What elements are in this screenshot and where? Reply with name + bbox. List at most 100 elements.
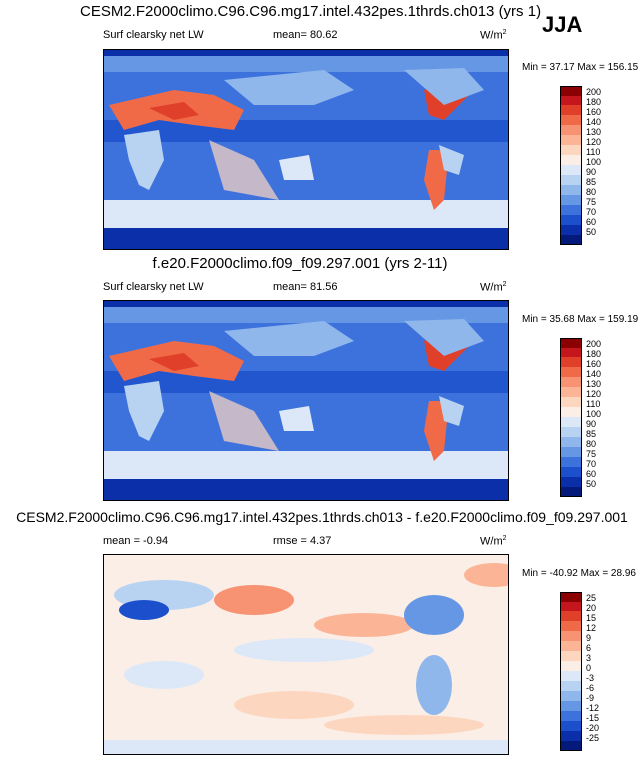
cbar1-swatch	[561, 155, 581, 165]
cbar1-swatch	[561, 115, 581, 125]
cbar3-swatch	[561, 701, 581, 711]
cbar1-label: 100	[586, 157, 602, 167]
panel1-map	[103, 49, 509, 250]
cbar2-swatch	[561, 467, 581, 477]
cbar3-label: -15	[586, 713, 600, 723]
cbar1-label: 200	[586, 87, 602, 97]
cbar3-label: 0	[586, 663, 592, 673]
panel3-mean: mean = -0.94	[103, 535, 169, 547]
cbar3-swatch	[561, 731, 581, 741]
cbar2-swatch	[561, 487, 581, 496]
cbar2-swatch	[561, 427, 581, 437]
panel1-map-field	[104, 50, 508, 249]
cbar1-swatch	[561, 145, 581, 155]
cbar1-label: 180	[586, 97, 602, 107]
cbar3-label: -9	[586, 693, 595, 703]
cbar2-label: 160	[586, 359, 602, 369]
cbar2-label: 90	[586, 419, 597, 429]
panel1-colorbar	[560, 86, 582, 245]
cbar1-swatch	[561, 235, 581, 244]
panel2-title: f.e20.F2000climo.f09_f09.297.001 (yrs 2-…	[152, 255, 448, 272]
cbar3-label: 15	[586, 613, 597, 623]
cbar2-label: 100	[586, 409, 602, 419]
cbar2-label: 50	[586, 479, 597, 489]
cbar3-swatch	[561, 681, 581, 691]
cbar2-label: 80	[586, 439, 597, 449]
cbar3-swatch	[561, 602, 581, 611]
cbar2-swatch	[561, 357, 581, 367]
cbar3-swatch	[561, 611, 581, 621]
panel1-units: W/m2	[480, 29, 507, 42]
cbar2-swatch	[561, 477, 581, 487]
cbar1-label: 110	[586, 147, 601, 157]
panel3-units: W/m2	[480, 535, 507, 548]
cbar2-label: 60	[586, 469, 597, 479]
cbar3-label: 9	[586, 633, 592, 643]
cbar2-label: 85	[586, 429, 597, 439]
panel2-map-field	[104, 301, 508, 500]
cbar1-swatch	[561, 96, 581, 105]
cbar2-swatch	[561, 348, 581, 357]
cbar3-swatch	[561, 631, 581, 641]
cbar2-swatch	[561, 339, 581, 348]
cbar3-label: -20	[586, 723, 600, 733]
cbar1-label: 60	[586, 217, 597, 227]
panel2-units: W/m2	[480, 281, 507, 294]
cbar3-swatch	[561, 721, 581, 731]
cbar1-swatch	[561, 125, 581, 135]
cbar3-swatch	[561, 691, 581, 701]
panel1-variable: Surf clearsky net LW	[103, 29, 204, 41]
cbar2-swatch	[561, 387, 581, 397]
panel2-variable: Surf clearsky net LW	[103, 281, 204, 293]
panel2-mean: mean= 81.56	[273, 281, 338, 293]
cbar2-label: 140	[586, 369, 602, 379]
cbar3-label: -3	[586, 673, 595, 683]
panel3-rmse: rmse = 4.37	[273, 535, 332, 547]
cbar1-label: 160	[586, 107, 602, 117]
panel2-colorbar	[560, 338, 582, 497]
cbar1-swatch	[561, 165, 581, 175]
cbar3-swatch	[561, 661, 581, 671]
cbar3-swatch	[561, 621, 581, 631]
cbar2-label: 70	[586, 459, 597, 469]
cbar1-swatch	[561, 87, 581, 96]
cbar1-label: 90	[586, 167, 597, 177]
cbar1-swatch	[561, 195, 581, 205]
cbar1-swatch	[561, 225, 581, 235]
cbar1-label: 130	[586, 127, 602, 137]
panel1-minmax: Min = 37.17 Max = 156.15	[522, 62, 639, 73]
cbar3-swatch	[561, 651, 581, 661]
season-label: JJA	[542, 12, 583, 37]
cbar2-label: 75	[586, 449, 597, 459]
cbar3-label: 20	[586, 603, 597, 613]
cbar2-swatch	[561, 457, 581, 467]
cbar1-swatch	[561, 175, 581, 185]
cbar2-swatch	[561, 397, 581, 407]
cbar2-label: 200	[586, 339, 602, 349]
cbar2-swatch	[561, 417, 581, 427]
cbar2-label: 130	[586, 379, 602, 389]
cbar3-label: 3	[586, 653, 592, 663]
cbar1-swatch	[561, 105, 581, 115]
panel3-title: CESM2.F2000climo.C96.C96.mg17.intel.432p…	[16, 509, 628, 525]
cbar1-swatch	[561, 135, 581, 145]
cbar3-swatch	[561, 741, 581, 750]
panel1-mean: mean= 80.62	[273, 29, 338, 41]
cbar2-label: 180	[586, 349, 602, 359]
panel1-title: CESM2.F2000climo.C96.C96.mg17.intel.432p…	[80, 3, 542, 20]
cbar1-swatch	[561, 185, 581, 195]
cbar1-swatch	[561, 205, 581, 215]
cbar1-label: 50	[586, 227, 597, 237]
cbar2-swatch	[561, 377, 581, 387]
cbar1-swatch	[561, 215, 581, 225]
cbar3-swatch	[561, 671, 581, 681]
panel3-map-field	[104, 555, 508, 754]
panel2-minmax: Min = 35.68 Max = 159.19	[522, 314, 639, 325]
cbar3-swatch	[561, 641, 581, 651]
panel3-minmax: Min = -40.92 Max = 28.96	[522, 568, 636, 579]
cbar1-label: 70	[586, 207, 597, 217]
cbar2-swatch	[561, 447, 581, 457]
panel2-map	[103, 300, 509, 501]
cbar1-label: 75	[586, 197, 597, 207]
cbar2-label: 120	[586, 389, 602, 399]
